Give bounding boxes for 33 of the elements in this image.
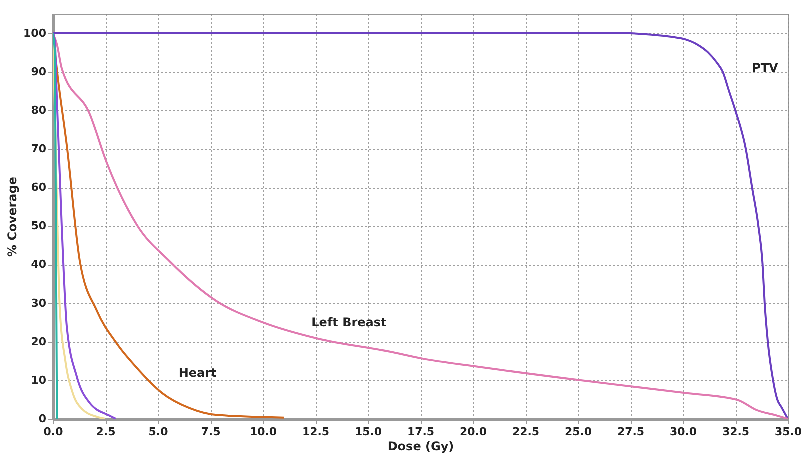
x-tick-label: 10.0 bbox=[250, 426, 278, 438]
x-tick-label: 0.0 bbox=[44, 426, 64, 438]
annotation: PTV bbox=[752, 60, 780, 75]
y-tick-label: 100 bbox=[24, 26, 47, 40]
x-axis-title: Dose (Gy) bbox=[388, 440, 454, 454]
y-tick-label: 60 bbox=[31, 181, 47, 194]
x-tick-label: 25.0 bbox=[564, 426, 592, 438]
x-tick-label: 20.0 bbox=[460, 426, 488, 438]
x-tick-label: 30.0 bbox=[670, 426, 698, 438]
y-tick-label: 40 bbox=[31, 258, 47, 272]
y-tick-label: 0 bbox=[38, 412, 47, 426]
annotation: Left Breast bbox=[312, 316, 388, 330]
y-tick-label: 30 bbox=[31, 296, 47, 310]
x-tick-label: 2.5 bbox=[96, 426, 116, 438]
y-tick-label: 20 bbox=[31, 335, 47, 348]
line-series bbox=[53, 32, 117, 419]
y-tick-label: 80 bbox=[31, 104, 47, 117]
x-tick-label: 15.0 bbox=[354, 426, 382, 438]
y-tick-label: 10 bbox=[31, 374, 47, 387]
y-tick-label: 50 bbox=[31, 220, 47, 233]
x-tick-label: 35.0 bbox=[774, 426, 802, 438]
x-tick-label: 32.5 bbox=[722, 426, 750, 438]
y-axis-title: % Coverage bbox=[6, 177, 20, 257]
y-tick-label: 90 bbox=[31, 65, 47, 78]
x-tick-label: 22.5 bbox=[512, 426, 540, 438]
line-series bbox=[53, 32, 58, 419]
x-tick-label: 27.5 bbox=[617, 426, 645, 438]
x-tick-label: 7.5 bbox=[201, 426, 221, 438]
y-tick-label: 70 bbox=[31, 142, 47, 156]
x-tick-label: 5.0 bbox=[148, 426, 169, 438]
annotation: Heart bbox=[178, 366, 218, 380]
x-tick-label: 17.5 bbox=[407, 426, 435, 438]
x-tick-label: 12.5 bbox=[302, 426, 330, 438]
